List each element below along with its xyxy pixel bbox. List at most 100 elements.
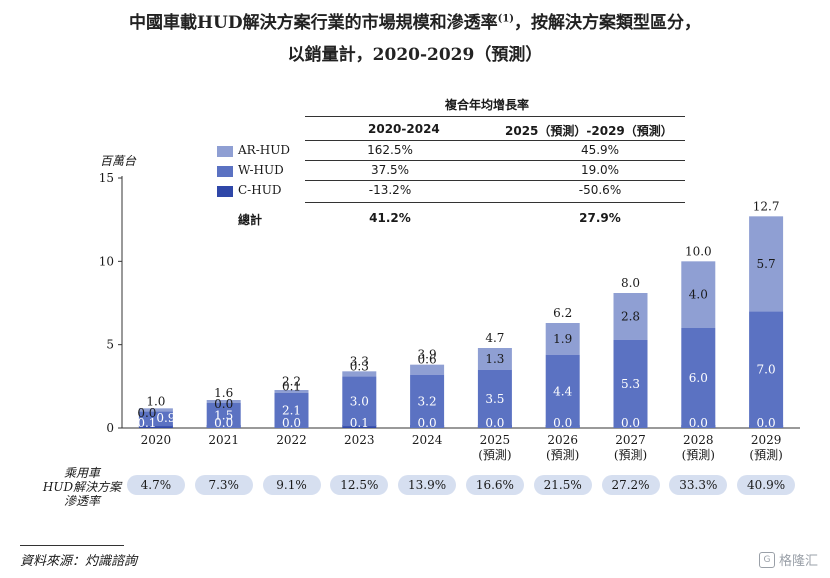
y-tick-label: 5 xyxy=(106,338,114,352)
data-label-ar-hud: 0.3 xyxy=(350,359,369,373)
data-label-ar-hud: 4.0 xyxy=(689,288,708,302)
chart-title-line1: 中國車載HUD解決方案行業的市場規模和滲透率(1)，按解決方案類型區分， xyxy=(128,13,702,33)
bar-segment-w-hud xyxy=(477,369,512,428)
data-label-w-hud: 4.4 xyxy=(553,384,572,398)
data-label-c-hud: 0.0 xyxy=(418,416,437,430)
x-tick-label: 2026 xyxy=(547,433,578,447)
total-label: 8.0 xyxy=(621,276,640,290)
bar-segment-ar-hud xyxy=(342,371,377,377)
cagr-divider xyxy=(305,202,685,203)
cagr-divider xyxy=(305,160,685,161)
bar-segment-w-hud xyxy=(206,403,241,428)
bar-segment-ar-hud xyxy=(681,261,716,328)
total-label: 10.0 xyxy=(685,244,712,258)
cagr-col1-header: 2020-2024 xyxy=(368,122,440,136)
legend-label-w-hud: W-HUD xyxy=(238,163,284,177)
cagr-total-col2: 27.9% xyxy=(579,211,621,225)
x-tick-label: 2028 xyxy=(683,433,714,447)
data-label-c-hud: 0.0 xyxy=(282,416,301,430)
data-label-w-hud: 1.5 xyxy=(214,409,233,423)
data-label-ar-hud: 2.8 xyxy=(621,309,640,323)
total-label: 1.0 xyxy=(146,394,165,408)
legend-swatch-ar-hud xyxy=(217,146,233,157)
bar-segment-ar-hud xyxy=(138,408,173,412)
total-label: 2.2 xyxy=(282,374,301,388)
data-label-c-hud: 0.0 xyxy=(689,416,708,430)
data-label-c-hud: 0.1 xyxy=(137,416,156,430)
chart-title-line2: 以銷量計，2020-2029（預測） xyxy=(287,45,543,65)
watermark-logo-icon: G xyxy=(758,551,775,568)
bar-segment-w-hud xyxy=(138,411,173,427)
bar-segment-w-hud xyxy=(749,311,784,428)
penetration-label: 乘用車 HUD解決方案 滲透率 xyxy=(32,466,132,508)
legend-swatch-w-hud xyxy=(217,166,233,177)
cagr-total-col1: 41.2% xyxy=(369,211,411,225)
bar-segment-ar-hud xyxy=(545,323,580,355)
penetration-pill: 9.1% xyxy=(262,475,321,495)
data-label-w-hud: 3.5 xyxy=(485,392,504,406)
cagr-total-label: 總計 xyxy=(238,213,263,227)
data-label-c-hud: 0.0 xyxy=(485,416,504,430)
bar-segment-w-hud xyxy=(410,374,445,428)
x-tick-sublabel: (預測) xyxy=(682,448,715,462)
total-label: 12.7 xyxy=(753,199,780,213)
legend-swatch-c-hud xyxy=(217,186,233,197)
data-label-ar-hud: 0.0 xyxy=(214,397,233,411)
y-tick-label: 0 xyxy=(106,421,114,435)
x-tick-label: 2024 xyxy=(412,433,443,447)
total-label: 6.2 xyxy=(553,306,572,320)
penetration-pill: 16.6% xyxy=(465,475,524,495)
data-label-c-hud: 0.0 xyxy=(553,416,572,430)
penetration-pill: 12.5% xyxy=(330,475,389,495)
bar-segment-ar-hud xyxy=(613,293,648,340)
data-label-w-hud: 5.3 xyxy=(621,377,640,391)
x-tick-sublabel: (預測) xyxy=(546,448,579,462)
watermark-text: 格隆汇 xyxy=(778,554,818,569)
cagr-col2-header: 2025（預測）-2029（預測） xyxy=(505,124,673,138)
data-label-ar-hud: 1.3 xyxy=(485,352,504,366)
x-tick-label: 2020 xyxy=(141,433,172,447)
cagr-header: 複合年均增長率 xyxy=(445,98,530,112)
total-label: 3.3 xyxy=(350,354,369,368)
data-label-w-hud: 7.0 xyxy=(757,363,776,377)
total-label: 4.7 xyxy=(485,331,504,345)
legend-label-c-hud: C-HUD xyxy=(238,183,282,197)
bar-segment-ar-hud xyxy=(274,390,309,393)
bar-segment-ar-hud xyxy=(410,364,445,375)
cagr-c-col1: -13.2% xyxy=(368,183,412,197)
penetration-pill: 27.2% xyxy=(601,475,660,495)
cagr-ar-col1: 162.5% xyxy=(367,143,413,157)
data-label-c-hud: 0.0 xyxy=(214,416,233,430)
bar-segment-ar-hud xyxy=(749,216,784,312)
penetration-pill: 21.5% xyxy=(533,475,592,495)
x-tick-label: 2029 xyxy=(751,433,782,447)
penetration-pill: 40.9% xyxy=(737,475,796,495)
y-axis-label: 百萬台 xyxy=(100,154,137,168)
cagr-w-col1: 37.5% xyxy=(370,163,410,177)
data-label-w-hud: 3.2 xyxy=(418,394,437,408)
data-label-c-hud: 0.0 xyxy=(621,416,640,430)
bar-segment-w-hud xyxy=(613,339,648,428)
penetration-pill: 33.3% xyxy=(669,475,728,495)
x-tick-label: 2023 xyxy=(344,433,375,447)
bar-segment-w-hud xyxy=(342,376,377,427)
data-label-ar-hud: 0.6 xyxy=(418,353,437,367)
x-tick-sublabel: (預測) xyxy=(478,448,511,462)
x-tick-sublabel: (預測) xyxy=(749,448,782,462)
penetration-label-text: 乘用車 HUD解決方案 滲透率 xyxy=(42,466,122,508)
penetration-pill: 13.9% xyxy=(398,475,457,495)
data-label-ar-hud: 5.7 xyxy=(757,257,776,271)
watermark: G 格隆汇 xyxy=(758,550,818,569)
data-label-w-hud: 6.0 xyxy=(689,371,708,385)
total-label: 1.6 xyxy=(214,386,233,400)
bar-segment-c-hud xyxy=(138,425,173,428)
bar-segment-ar-hud xyxy=(206,400,241,403)
x-tick-label: 2021 xyxy=(208,433,239,447)
data-label-ar-hud: 0.0 xyxy=(137,406,156,420)
source-note: 資料來源：灼識諮詢 xyxy=(20,554,138,569)
legend-label-ar-hud: AR-HUD xyxy=(238,143,290,157)
x-tick-label: 2025 xyxy=(480,433,511,447)
source-divider xyxy=(20,545,124,546)
bar-segment-w-hud xyxy=(545,354,580,428)
